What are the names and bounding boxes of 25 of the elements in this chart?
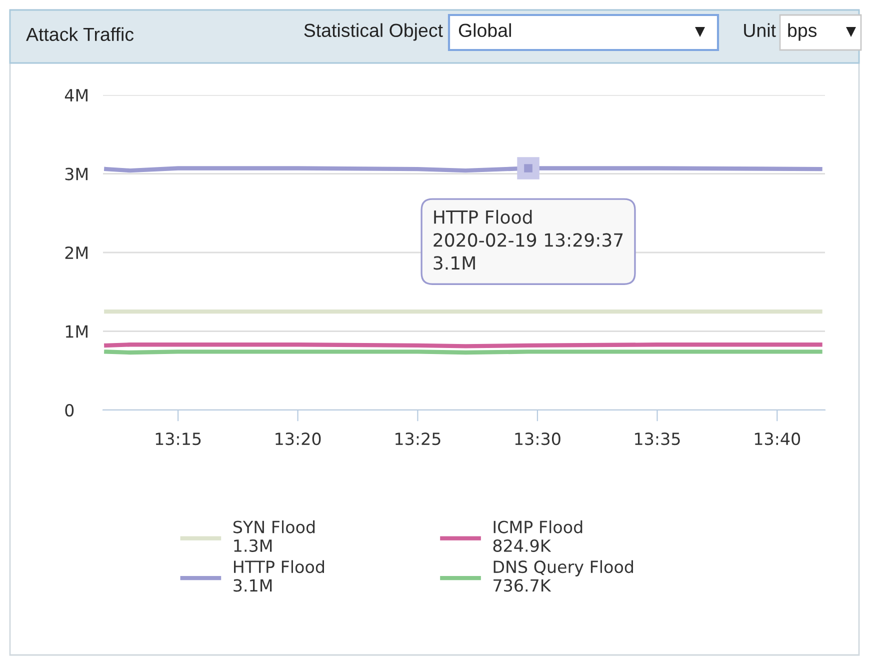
legend-label: SYN Flood (233, 520, 315, 534)
text: Statistical Object (304, 23, 443, 41)
x-tick-label: 13:20 (276, 432, 321, 446)
text: 736.7K (494, 579, 552, 592)
x-tick-label: 13:35 (635, 432, 680, 446)
x-tick-label: 13:40 (754, 432, 800, 446)
legend-label: HTTP Flood (234, 560, 324, 574)
legend-label: DNS Query Flood (494, 560, 633, 576)
chart-title: Attack Traffic (26, 27, 134, 42)
text: 3.1M (234, 579, 272, 592)
legend-label: ICMP Flood (494, 520, 582, 534)
x-tick-label: 13:30 (515, 432, 560, 446)
text: Global (458, 23, 511, 38)
text: bps (788, 23, 817, 41)
text: 1.3M (234, 539, 272, 552)
text: 824.9K (493, 539, 552, 552)
y-tick-label: 0 (65, 404, 74, 417)
y-tick-label: 3M (65, 168, 88, 180)
y-tick-label: 2M (65, 246, 88, 259)
y-tick-label: 4M (64, 89, 88, 102)
y-tick-label: 1M (66, 325, 88, 338)
x-tick-label: 13:15 (156, 432, 201, 446)
text: Unit (744, 23, 776, 38)
x-tick-label: 13:25 (396, 432, 440, 446)
annotation: HTTP Flood 2020-02-19 13:29:37 3.1M (434, 210, 623, 270)
